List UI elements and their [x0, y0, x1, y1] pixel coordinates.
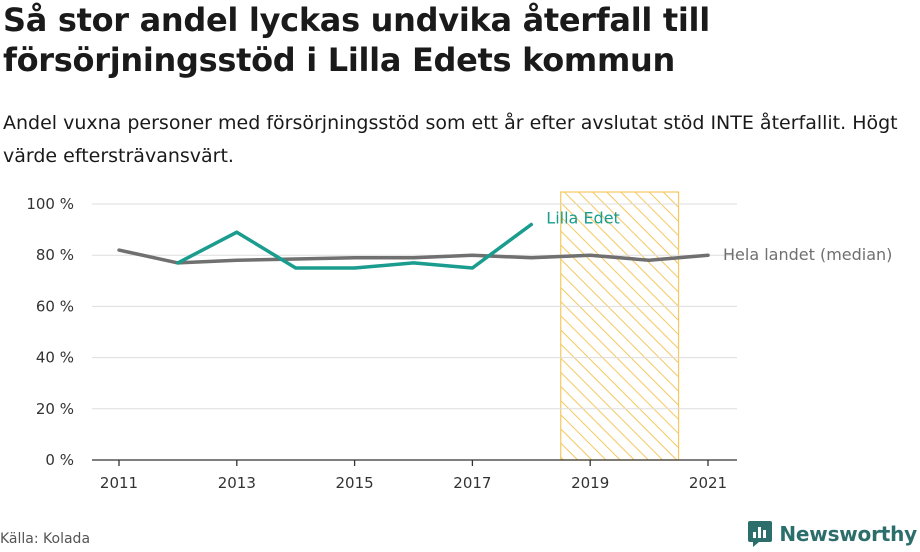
chart-title: Så stor andel lyckas undvika återfall ti… — [3, 1, 710, 79]
source-note: Källa: Kolada — [0, 531, 91, 547]
x-tick-label: 2015 — [336, 474, 374, 492]
x-tick-label: 2013 — [218, 474, 256, 492]
x-tick-label: 2019 — [571, 474, 609, 492]
line-chart: 0 % 20 % 40 % 60 % 80 % 100 % 2011 2013 2015 2017… — [26, 191, 892, 492]
series-label-hela-landet: Hela landet (median) — [723, 245, 892, 264]
y-tick-label: 20 % — [36, 400, 74, 418]
y-tick-label: 60 % — [36, 297, 74, 315]
x-tick-label: 2021 — [689, 474, 727, 492]
series-label-lilla-edet: Lilla Edet — [546, 208, 620, 227]
x-tick-label: 2017 — [453, 474, 491, 492]
brand-logo: Newsworthy — [747, 520, 917, 548]
brand-name: Newsworthy — [779, 522, 917, 546]
highlight-region — [560, 191, 680, 461]
series-line-hela-landet — [117, 248, 710, 265]
chart-bubble-icon — [748, 521, 773, 547]
x-tick-label: 2011 — [100, 474, 138, 492]
y-tick-label: 0 % — [45, 451, 74, 469]
y-tick-label: 40 % — [36, 349, 74, 367]
chart-subtitle: Andel vuxna personer med försörjningsstö… — [3, 112, 898, 167]
y-tick-label: 100 % — [26, 195, 74, 213]
series-line-lilla-edet — [176, 222, 534, 270]
y-tick-label: 80 % — [36, 246, 74, 264]
